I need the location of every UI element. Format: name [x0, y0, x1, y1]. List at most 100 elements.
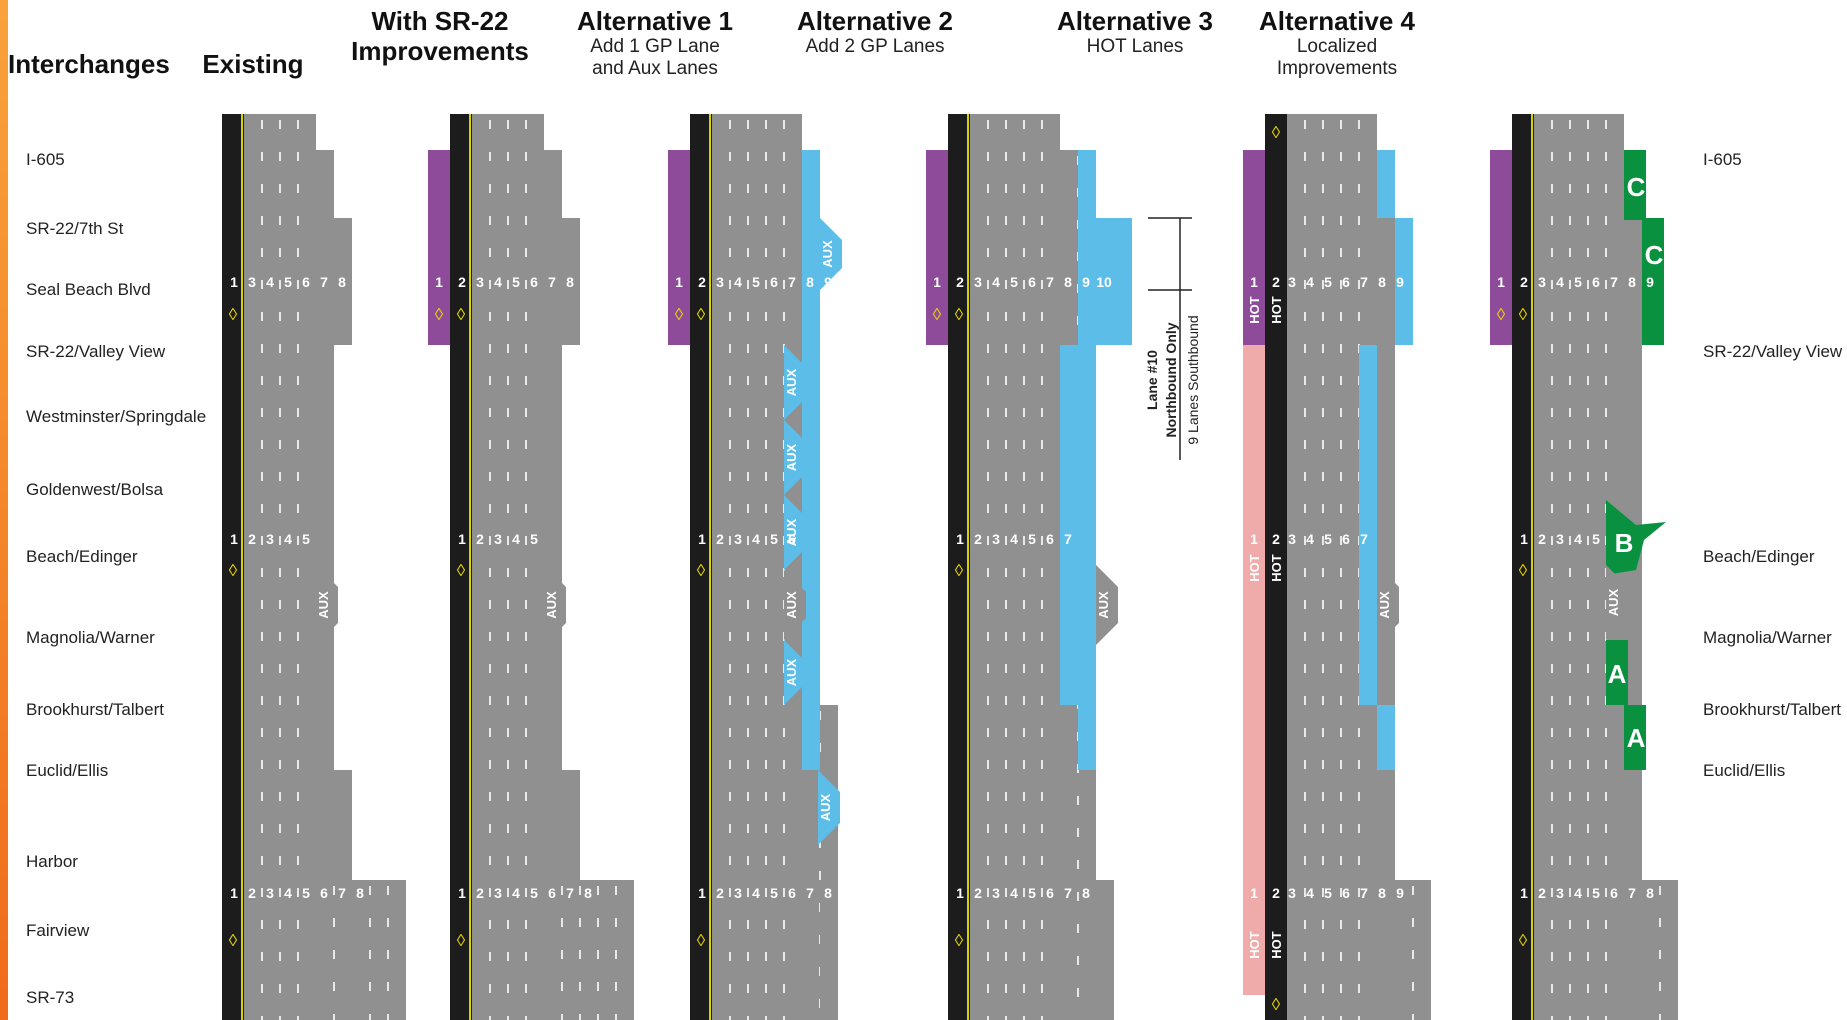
lane-number-label: 6	[1342, 274, 1350, 290]
lane-number-label: 2	[248, 885, 256, 901]
lane-number-label: 6	[1592, 274, 1600, 290]
lane-number-label: 3	[716, 274, 724, 290]
lane-number-label: 4	[734, 274, 742, 290]
lane-number-label: 7	[806, 885, 814, 901]
hov-lane-purple	[668, 150, 690, 345]
aux-label: AUX	[820, 240, 835, 268]
aux-lane	[784, 345, 806, 420]
aux-lane	[1606, 565, 1628, 640]
lane-number-label: 2	[1538, 885, 1546, 901]
lane-number-label: 6	[788, 885, 796, 901]
lane-number-label: 5	[1592, 885, 1600, 901]
lane-number-label: 8	[1378, 885, 1386, 901]
interchange-label-left: SR-73	[26, 988, 75, 1007]
lane-number-label: 1	[698, 531, 706, 547]
lane-number-label: 5	[530, 531, 538, 547]
hov-lane-purple	[926, 150, 948, 345]
lane-number-label: 1	[230, 885, 238, 901]
lane-number-label: 7	[320, 274, 328, 290]
lane-number-label: 2	[1272, 531, 1280, 547]
aux-label: AUX	[1377, 591, 1392, 619]
pavement-segment	[472, 114, 544, 1020]
lane-number-label: 7	[1064, 885, 1072, 901]
segment-letter: A	[1608, 659, 1627, 689]
lane-number-label: 3	[992, 885, 1000, 901]
lane-number-label: 6	[788, 531, 796, 547]
hov-diamond-icon: ◊	[229, 561, 238, 580]
interchange-label-left: SR-22/Valley View	[26, 342, 166, 361]
lane-number-label: 3	[1288, 885, 1296, 901]
lane-number-label: 3	[1556, 531, 1564, 547]
local-improvement-green	[1606, 640, 1628, 705]
aux-label: AUX	[784, 591, 799, 619]
hov-lane-purple	[428, 150, 450, 345]
lane-number-label: 2	[458, 274, 466, 290]
lane-number-label: 4	[1306, 531, 1314, 547]
heading-alt2: Alternative 2 Add 2 GP Lanes	[796, 6, 954, 57]
lane-number-label: 1	[675, 274, 683, 290]
lane-number-label: 5	[530, 885, 538, 901]
heading-with-sr22: With SR-22 Improvements	[351, 6, 529, 66]
heading-existing: Existing	[202, 49, 304, 79]
lane-number-label: 5	[1592, 531, 1600, 547]
new-gp-lane-blue	[802, 345, 820, 705]
aux-lane	[1377, 565, 1399, 645]
lane-number-label: 1	[933, 274, 941, 290]
interchange-label-left: Fairview	[26, 921, 90, 940]
lane-number-label: 6	[320, 885, 328, 901]
lane-number-label: 1	[458, 531, 466, 547]
hot-lane-pink	[1243, 345, 1265, 995]
lane-number-label: 5	[770, 531, 778, 547]
lane-number-label: 1	[1520, 885, 1528, 901]
hov-diamond-icon: ◊	[1519, 305, 1528, 324]
lane-number-label: 8	[584, 885, 592, 901]
lane-number-label: 5	[1324, 885, 1332, 901]
lane-number-label: 4	[1306, 274, 1314, 290]
median-barrier	[222, 114, 244, 1020]
lane-number-label: 4	[1574, 531, 1582, 547]
median-barrier	[1512, 114, 1534, 1020]
hot-label: HOT	[1247, 931, 1262, 959]
hot-label: HOT	[1247, 296, 1262, 324]
lane-number-label: 6	[1046, 531, 1054, 547]
lane-number-label: 7	[1064, 531, 1072, 547]
lane-number-label: 5	[770, 885, 778, 901]
interchange-label-right: Magnolia/Warner	[1703, 628, 1832, 647]
hov-diamond-icon: ◊	[457, 561, 466, 580]
lane-number-label: 5	[302, 531, 310, 547]
new-lane-blue	[1395, 218, 1413, 345]
lane-number-label: 2	[956, 274, 964, 290]
hov-diamond-icon: ◊	[229, 931, 238, 950]
lane-number-label: 1	[230, 274, 238, 290]
segment-letter: C	[1645, 240, 1664, 270]
lane-number-label: 6	[548, 885, 556, 901]
hot-label: HOT	[1269, 296, 1284, 324]
pavement-segment	[562, 770, 580, 880]
new-gp-lane-blue	[1060, 345, 1096, 705]
aux-label: AUX	[784, 368, 799, 396]
heading-alt1: Alternative 1 Add 1 GP Lane and Aux Lane…	[576, 6, 734, 79]
heading-alt4: Alternative 4 Localized Improvements	[1258, 6, 1416, 79]
aux-lane	[818, 770, 840, 845]
lane-number-label: 5	[1028, 531, 1036, 547]
lane-number-label: 2	[698, 274, 706, 290]
hov-diamond-icon: ◊	[435, 305, 444, 324]
lane10-note-line: Lane #10	[1144, 350, 1160, 410]
lane-number-label: 7	[788, 274, 796, 290]
lane-number-label: 1	[956, 531, 964, 547]
hov-diamond-icon: ◊	[675, 305, 684, 324]
lane-number-label: 5	[1010, 274, 1018, 290]
lane-number-label: 9	[1646, 274, 1654, 290]
lane-number-label: 3	[494, 885, 502, 901]
interchange-label-right: Beach/Edinger	[1703, 547, 1815, 566]
local-improvement-green	[1606, 500, 1666, 575]
aux-label: AUX	[818, 793, 833, 821]
lane-number-label: 6	[530, 274, 538, 290]
pavement-segment	[1096, 880, 1114, 1020]
lane-number-label: 1	[698, 885, 706, 901]
lane-number-label: 6	[1342, 885, 1350, 901]
pavement-segment	[352, 880, 406, 1020]
new-lane-blue	[1377, 705, 1395, 770]
pavement-segment	[334, 218, 352, 345]
lane-number-label: 7	[1610, 274, 1618, 290]
